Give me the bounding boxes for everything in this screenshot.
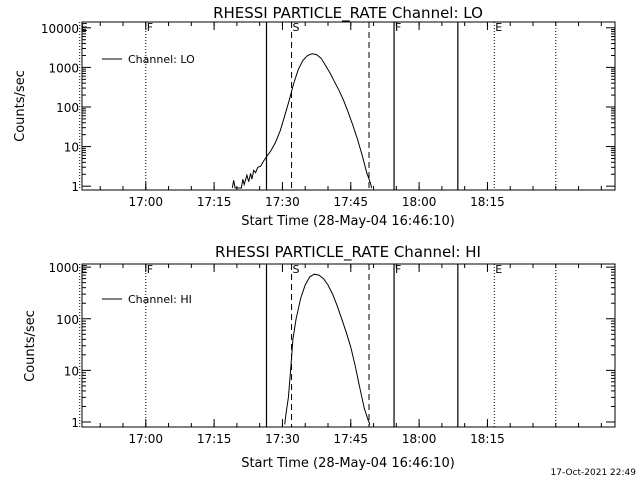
marker-label: E <box>495 263 502 276</box>
marker-label: F <box>147 21 153 34</box>
chart-title: RHESSI PARTICLE_RATE Channel: LO <box>213 4 483 23</box>
x-tick-label: 17:45 <box>333 432 368 446</box>
marker-label: E <box>81 263 88 276</box>
y-tick-label: 10 <box>64 364 79 378</box>
marker-label: S <box>293 21 300 34</box>
x-tick-label: 18:00 <box>402 432 437 446</box>
y-tick-label: 100 <box>56 313 79 327</box>
y-tick-label: 10 <box>64 141 79 155</box>
y-axis-label: Counts/sec <box>23 310 38 382</box>
chart-lo: RHESSI PARTICLE_RATE Channel: LO Start T… <box>13 4 616 229</box>
marker-label: F <box>395 263 401 276</box>
x-axis-label: Start Time (28-May-04 16:46:10) <box>241 214 455 229</box>
chart-hi: RHESSI PARTICLE_RATE Channel: HI Start T… <box>23 243 616 471</box>
y-tick-label: 1000 <box>48 61 79 75</box>
x-axis-label: Start Time (28-May-04 16:46:10) <box>241 456 455 471</box>
x-tick-label: 17:00 <box>128 432 163 446</box>
chart-title: RHESSI PARTICLE_RATE Channel: HI <box>215 243 481 262</box>
legend-label: Channel: LO <box>128 53 195 66</box>
x-tick-label: 17:45 <box>333 195 368 209</box>
y-tick-label: 1 <box>71 416 79 430</box>
marker-label: E <box>81 21 88 34</box>
chart-marks: 17:00 17:15 17:30 17:45 18:00 18:15 1 10 100 1000… <box>41 21 615 209</box>
x-tick-label: 17:30 <box>265 432 300 446</box>
x-tick-label: 18:00 <box>402 195 437 209</box>
footer-timestamp: 17-Oct-2021 22:49 <box>551 468 637 478</box>
plot-frame <box>81 21 616 191</box>
x-tick-label: 17:00 <box>128 195 163 209</box>
y-axis-label: Counts/sec <box>13 70 28 142</box>
x-tick-label: 18:15 <box>470 195 505 209</box>
chart-marks: 17:00 17:15 17:30 17:45 18:00 18:15 1 10 100 1000… <box>48 261 615 446</box>
marker-label: F <box>395 21 401 34</box>
y-tick-label: 10000 <box>41 22 79 36</box>
y-tick-label: 100 <box>56 101 79 115</box>
x-tick-label: 17:30 <box>265 195 300 209</box>
legend-label: Channel: HI <box>128 293 192 306</box>
series-line <box>284 273 371 425</box>
y-tick-label: 1000 <box>48 261 79 275</box>
y-tick-label: 1 <box>71 180 79 194</box>
x-tick-label: 18:15 <box>470 432 505 446</box>
marker-label: F <box>147 263 153 276</box>
marker-label: S <box>293 263 300 276</box>
plot-frame <box>81 263 616 428</box>
x-tick-label: 17:15 <box>197 432 232 446</box>
series-line <box>231 53 373 189</box>
marker-label: E <box>495 21 502 34</box>
x-tick-label: 17:15 <box>197 195 232 209</box>
